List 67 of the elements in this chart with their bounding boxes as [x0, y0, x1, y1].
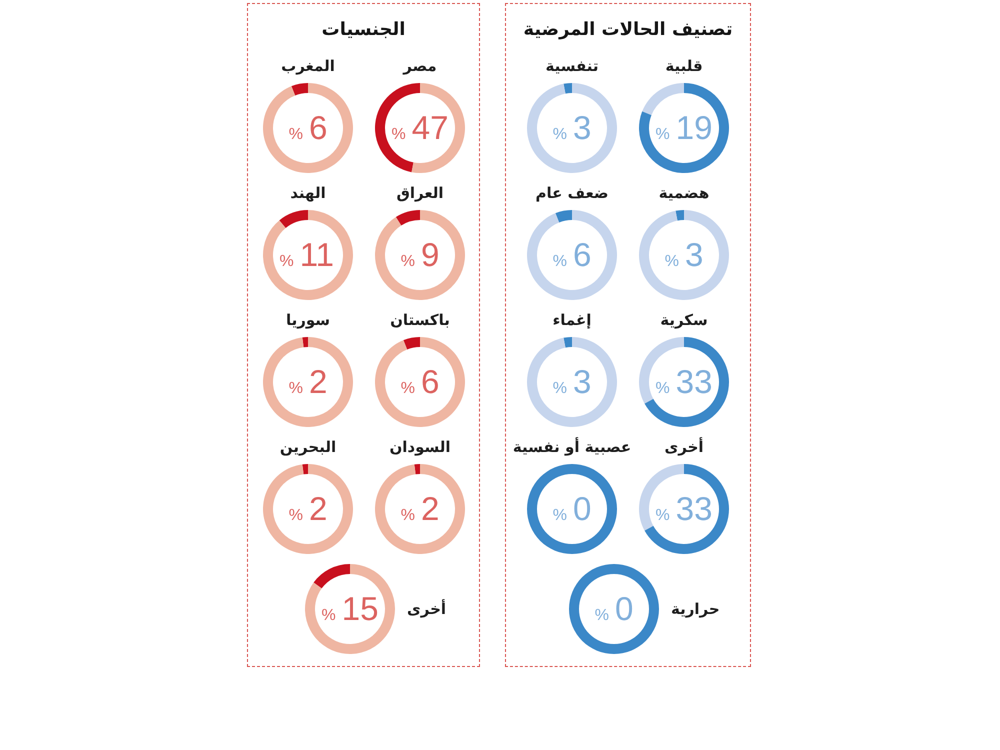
- text: الجنسيات: [322, 19, 406, 40]
- donut-slice: [639, 82, 729, 172]
- donut-slice: [527, 82, 617, 172]
- chart-title: عصبية أو نفسية: [512, 437, 632, 456]
- donut-slice: [374, 337, 464, 428]
- chart-title: الهند: [290, 184, 326, 202]
- text: % 0: [552, 490, 592, 528]
- data-label: % 2: [288, 490, 327, 528]
- donut-slice: [395, 210, 420, 226]
- data-label: % 6: [288, 108, 327, 146]
- data-label: % 2: [288, 363, 327, 400]
- donut-slice: [642, 82, 684, 115]
- data-label: % 33: [656, 490, 712, 528]
- data-label: % 15: [321, 590, 378, 628]
- text: تصنيف الحالات المرضية: [523, 19, 733, 40]
- donut-slice: [304, 564, 394, 654]
- chart-title: البحرين: [279, 438, 336, 456]
- data-label: % 3: [552, 363, 592, 400]
- donut-slice: [644, 464, 729, 554]
- donut-slice: [527, 337, 617, 428]
- donut-slice: [262, 464, 352, 554]
- donut-slice: [564, 82, 572, 94]
- donut-slice: [555, 210, 572, 222]
- chart-title: مصر: [402, 56, 436, 74]
- data-label: % 6: [400, 363, 439, 400]
- chart-title: ضعف عام: [536, 184, 608, 202]
- donut-slice: [278, 210, 308, 228]
- donut-slice: [313, 564, 350, 589]
- donut-slice: [402, 337, 420, 350]
- donut-slice: [676, 210, 684, 220]
- donut-slice: [374, 210, 464, 300]
- chart-title: المغرب: [280, 56, 334, 74]
- donut-slice: [262, 337, 352, 428]
- chart-title: تنفسية: [545, 56, 599, 74]
- donut-slice: [564, 337, 572, 348]
- donut-slice: [644, 337, 729, 428]
- text: % 0: [594, 590, 634, 628]
- chart-title: السودان: [388, 438, 450, 456]
- text: أخرى: [406, 599, 446, 618]
- donut-slice: [302, 337, 308, 348]
- data-label: % 3: [664, 236, 704, 273]
- chart-title: باكستان: [390, 311, 450, 330]
- chart-title: هضمية: [658, 184, 710, 202]
- donut-slice: [414, 464, 420, 475]
- chart-title: أخرى: [664, 437, 704, 456]
- donut-slice: [411, 82, 464, 172]
- data-label: % 19: [656, 108, 712, 146]
- data-label: % 11: [279, 236, 334, 273]
- data-label: % 47: [391, 108, 448, 146]
- text: حرارية: [671, 600, 720, 618]
- data-label: % 6: [552, 236, 592, 273]
- chart-title: العراق: [396, 184, 444, 202]
- donut-slice: [290, 82, 308, 95]
- chart-title: سوريا: [285, 311, 330, 330]
- chart-title: سكرية: [660, 311, 708, 330]
- donut-slice: [262, 82, 352, 172]
- donut-slice: [639, 210, 729, 300]
- data-label: % 9: [400, 236, 439, 273]
- data-label: % 2: [400, 490, 439, 528]
- donut-slice: [302, 464, 308, 475]
- donut-slice: [527, 210, 617, 300]
- donut-slice: [374, 464, 464, 554]
- data-label: % 3: [552, 108, 592, 146]
- data-label: % 33: [656, 363, 712, 400]
- chart-title: إغماء: [552, 311, 592, 330]
- chart-title: قلبية: [665, 56, 703, 74]
- donut-slice: [262, 210, 352, 300]
